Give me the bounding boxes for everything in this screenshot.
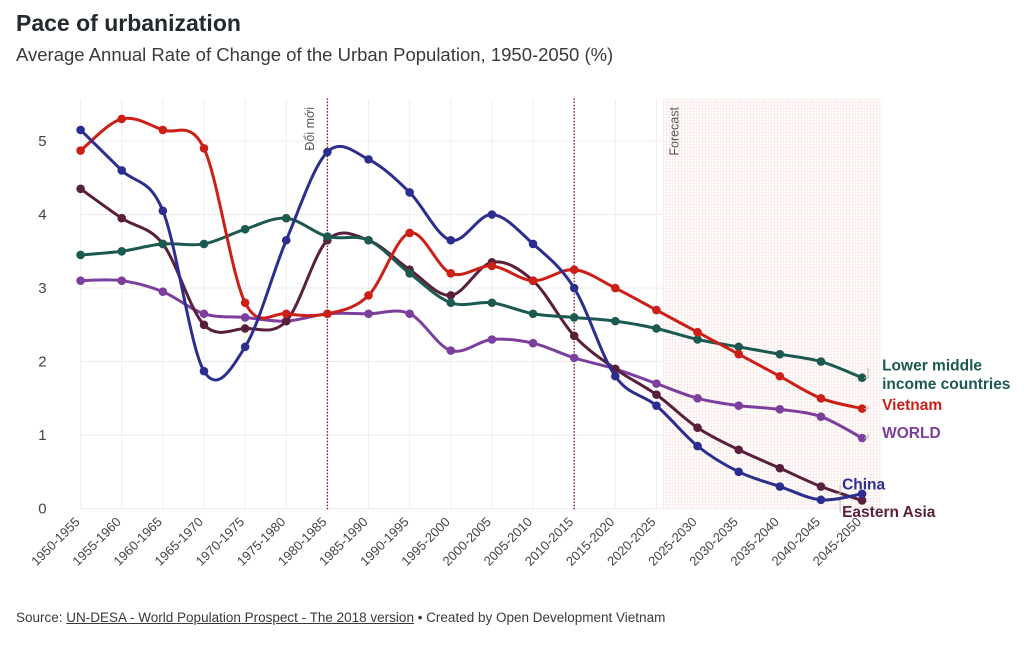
svg-text:4: 4 (38, 207, 46, 224)
svg-text:0: 0 (38, 501, 46, 518)
svg-text:Eastern Asia: Eastern Asia (842, 504, 936, 521)
svg-text:3: 3 (38, 280, 46, 297)
svg-text:income countries: income countries (882, 376, 1010, 393)
svg-text:China: China (842, 476, 885, 493)
svg-text:1: 1 (38, 427, 46, 444)
svg-text:2: 2 (38, 354, 46, 371)
svg-text:Forecast: Forecast (667, 106, 681, 155)
svg-text:Đổi mới: Đổi mới (303, 107, 317, 151)
svg-text:Lower middle: Lower middle (882, 357, 982, 374)
svg-text:Vietnam: Vietnam (882, 397, 942, 414)
svg-text:5: 5 (38, 133, 46, 150)
svg-text:WORLD: WORLD (882, 425, 941, 442)
